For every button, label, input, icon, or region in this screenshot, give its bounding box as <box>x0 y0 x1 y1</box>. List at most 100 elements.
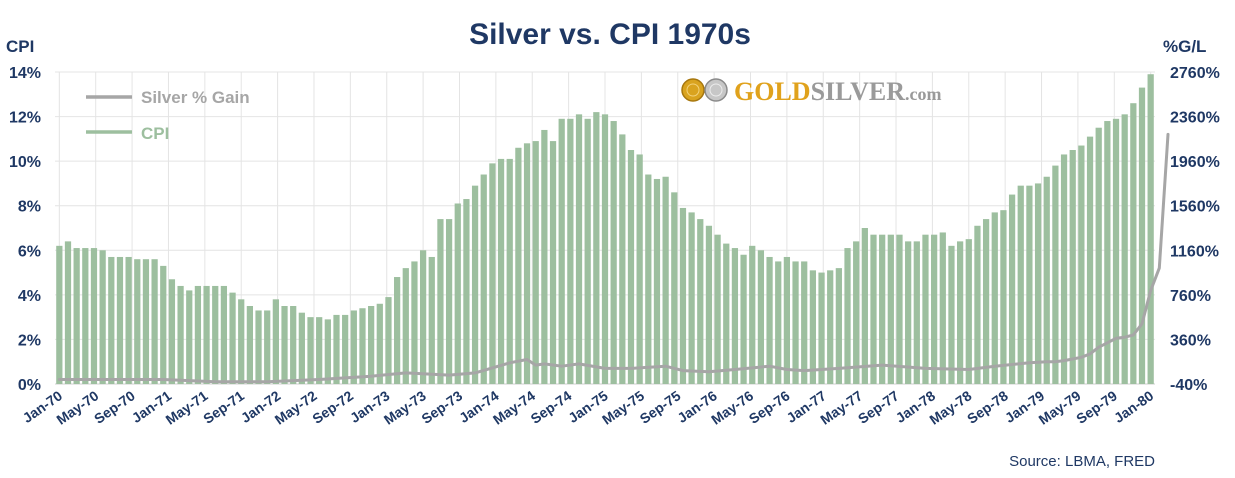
y2-axis-ticks: -40% 360% 760% 1160% 1560% 1960% 2360% 2760% <box>1170 65 1220 394</box>
x-tick-label: Sep-77 <box>855 387 902 427</box>
cpi-bar <box>220 285 228 384</box>
y2-tick-label: 2360% <box>1170 110 1220 127</box>
cpi-bar <box>1034 183 1042 384</box>
cpi-bar <box>887 234 894 384</box>
x-tick-label: Sep-74 <box>528 387 575 427</box>
cpi-bar <box>1069 150 1076 384</box>
x-tick-label: May-78 <box>926 387 974 427</box>
legend-cpi-label: CPI <box>141 124 169 143</box>
x-tick-label: May-73 <box>381 387 429 427</box>
cpi-bar <box>255 310 262 384</box>
cpi-bar <box>515 147 522 384</box>
cpi-bar <box>376 303 383 384</box>
cpi-bar <box>792 261 799 384</box>
cpi-bar <box>168 279 176 384</box>
x-tick-label: Sep-75 <box>637 387 684 427</box>
y-tick-label: 2% <box>18 332 41 349</box>
x-tick-label: May-77 <box>817 387 865 427</box>
cpi-bar <box>298 312 305 384</box>
cpi-bar <box>471 185 479 384</box>
y2-axis-title: %G/L <box>1163 37 1206 56</box>
cpi-bar <box>905 241 912 384</box>
x-tick-label: Sep-70 <box>91 387 138 427</box>
cpi-bar <box>766 256 773 384</box>
cpi-bar <box>1112 118 1120 385</box>
x-tick-label: May-72 <box>272 387 320 427</box>
silver-line-layer <box>57 132 1170 384</box>
cpi-bar <box>359 308 366 384</box>
cpi-bar <box>290 306 297 384</box>
cpi-bar <box>567 118 574 385</box>
cpi-bar <box>134 259 141 384</box>
x-tick-label: Sep-78 <box>964 387 1011 427</box>
cpi-bar <box>653 178 661 384</box>
cpi-bar <box>90 248 98 384</box>
x-tick-label: Sep-71 <box>200 387 247 427</box>
cpi-bar <box>56 245 63 384</box>
cpi-bar <box>333 314 340 384</box>
cpi-bar <box>212 285 219 384</box>
cpi-bar <box>151 259 158 384</box>
cpi-bar <box>627 150 635 384</box>
cpi-bar <box>723 243 730 384</box>
cpi-bar <box>948 245 955 384</box>
cpi-bar <box>541 129 548 384</box>
cpi-bar <box>636 154 643 384</box>
cpi-bar <box>1121 114 1128 384</box>
cpi-bar <box>99 250 106 384</box>
cpi-bar <box>1026 185 1033 384</box>
cpi-bar <box>1095 127 1102 384</box>
cpi-bar <box>922 234 929 384</box>
x-tick-label: Sep-76 <box>746 387 793 427</box>
cpi-bar <box>523 143 531 384</box>
cpi-bar <box>679 207 687 384</box>
cpi-bar <box>740 254 747 384</box>
cpi-bar <box>939 232 946 384</box>
y-tick-label: 14% <box>9 65 41 82</box>
x-tick-label: Sep-73 <box>418 387 465 427</box>
cpi-bar <box>1052 165 1059 384</box>
x-axis-ticks: Jan-70May-70Sep-70Jan-71May-71Sep-71Jan-… <box>20 387 1157 427</box>
cpi-bar <box>879 234 886 384</box>
cpi-bar <box>480 174 487 384</box>
cpi-bar <box>108 256 115 384</box>
logo-silver: SILVER <box>811 77 906 106</box>
cpi-bar <box>160 265 167 384</box>
cpi-bar <box>203 285 210 384</box>
x-tick-label: Jan-80 <box>1111 387 1157 426</box>
cpi-bar <box>991 212 998 384</box>
cpi-bar <box>974 225 981 384</box>
cpi-bar <box>835 268 842 384</box>
cpi-bar <box>437 219 444 384</box>
cpi-bar <box>350 310 357 384</box>
cpi-bar <box>558 118 565 385</box>
x-tick-label: May-75 <box>599 387 647 427</box>
cpi-bar <box>957 241 964 384</box>
x-tick-label: May-74 <box>490 387 538 427</box>
logo-gold: GOLD <box>734 77 811 106</box>
cpi-bar <box>394 277 401 384</box>
cpi-bar <box>844 248 851 384</box>
y-tick-label: 6% <box>18 243 41 260</box>
cpi-bar <box>246 306 253 384</box>
cpi-bar <box>142 259 150 384</box>
legend-silver-label: Silver % Gain <box>141 88 250 107</box>
x-tick-label: Sep-79 <box>1073 387 1120 427</box>
cpi-bar <box>324 319 331 384</box>
cpi-bar <box>1130 103 1137 384</box>
cpi-bar <box>1008 194 1016 384</box>
cpi-bar <box>316 317 323 384</box>
cpi-bar <box>402 268 409 384</box>
cpi-bar <box>307 317 314 384</box>
y2-tick-label: 2760% <box>1170 65 1220 82</box>
cpi-bar <box>186 290 193 384</box>
cpi-bar <box>428 256 435 384</box>
cpi-bar <box>1000 210 1007 384</box>
cpi-bar <box>731 248 739 384</box>
cpi-bar <box>593 112 600 384</box>
cpi-bar <box>610 121 617 385</box>
cpi-bar <box>489 163 496 384</box>
cpi-bar <box>238 299 245 384</box>
cpi-bar <box>913 241 920 384</box>
cpi-bar <box>82 248 89 384</box>
